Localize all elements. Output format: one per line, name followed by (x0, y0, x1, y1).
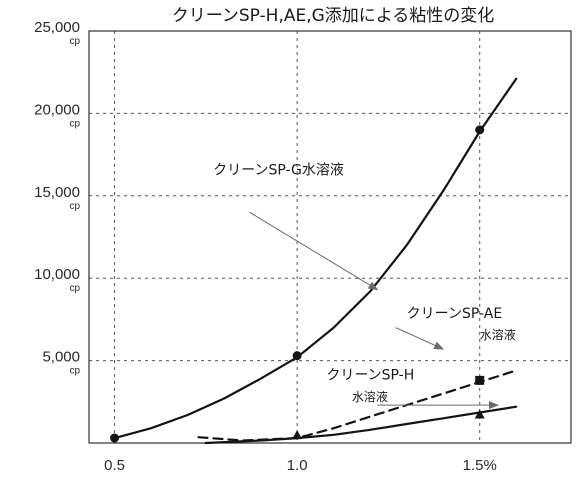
annotation-anno-h: クリーンSP-H (326, 368, 414, 384)
y-tick-unit: cp (69, 366, 80, 377)
x-axis-ticks: 0.5 1.0 1.5% (104, 457, 497, 474)
y-tick-label: 5,000 (42, 349, 80, 366)
point-sp-h-0 (292, 430, 303, 440)
series-line-sp-h (204, 405, 518, 445)
point-sp-g-0 (110, 433, 120, 443)
annotation-anno-h-sub: 水溶液 (352, 389, 388, 404)
y-tick-unit: cp (69, 283, 80, 294)
x-tick-label: 1.5% (463, 457, 497, 474)
annotation-anno-ae: クリーンSP-AE (407, 306, 503, 322)
point-sp-g-1 (292, 351, 302, 361)
y-tick-label: 25,000 (34, 19, 80, 36)
annotation-arrow-anno-ae (395, 327, 445, 350)
point-sp-g-2 (475, 125, 485, 135)
y-tick-unit: cp (69, 36, 80, 47)
series-line-sp-g (113, 77, 518, 440)
annotation-anno-ae-sub: 水溶液 (480, 327, 516, 342)
point-sp-h-1 (474, 409, 485, 419)
series (113, 77, 518, 445)
chart-title: クリーンSP-H,AE,G添加による粘性の変化 (172, 6, 495, 26)
y-tick-label: 15,000 (34, 184, 80, 201)
y-tick-label: 10,000 (34, 266, 80, 283)
plot-frame (88, 30, 572, 444)
annotation-anno-g: クリーンSP-G水溶液 (213, 162, 344, 178)
grid (89, 31, 571, 443)
x-tick-label: 1.0 (287, 457, 308, 474)
y-tick-unit: cp (69, 118, 80, 129)
annotation-arrow-anno-g (249, 211, 379, 291)
x-tick-label: 0.5 (104, 457, 125, 474)
y-tick-unit: cp (69, 201, 80, 212)
y-tick-label: 20,000 (34, 101, 80, 118)
point-sp-ae-0 (475, 375, 485, 385)
markers (110, 125, 485, 443)
